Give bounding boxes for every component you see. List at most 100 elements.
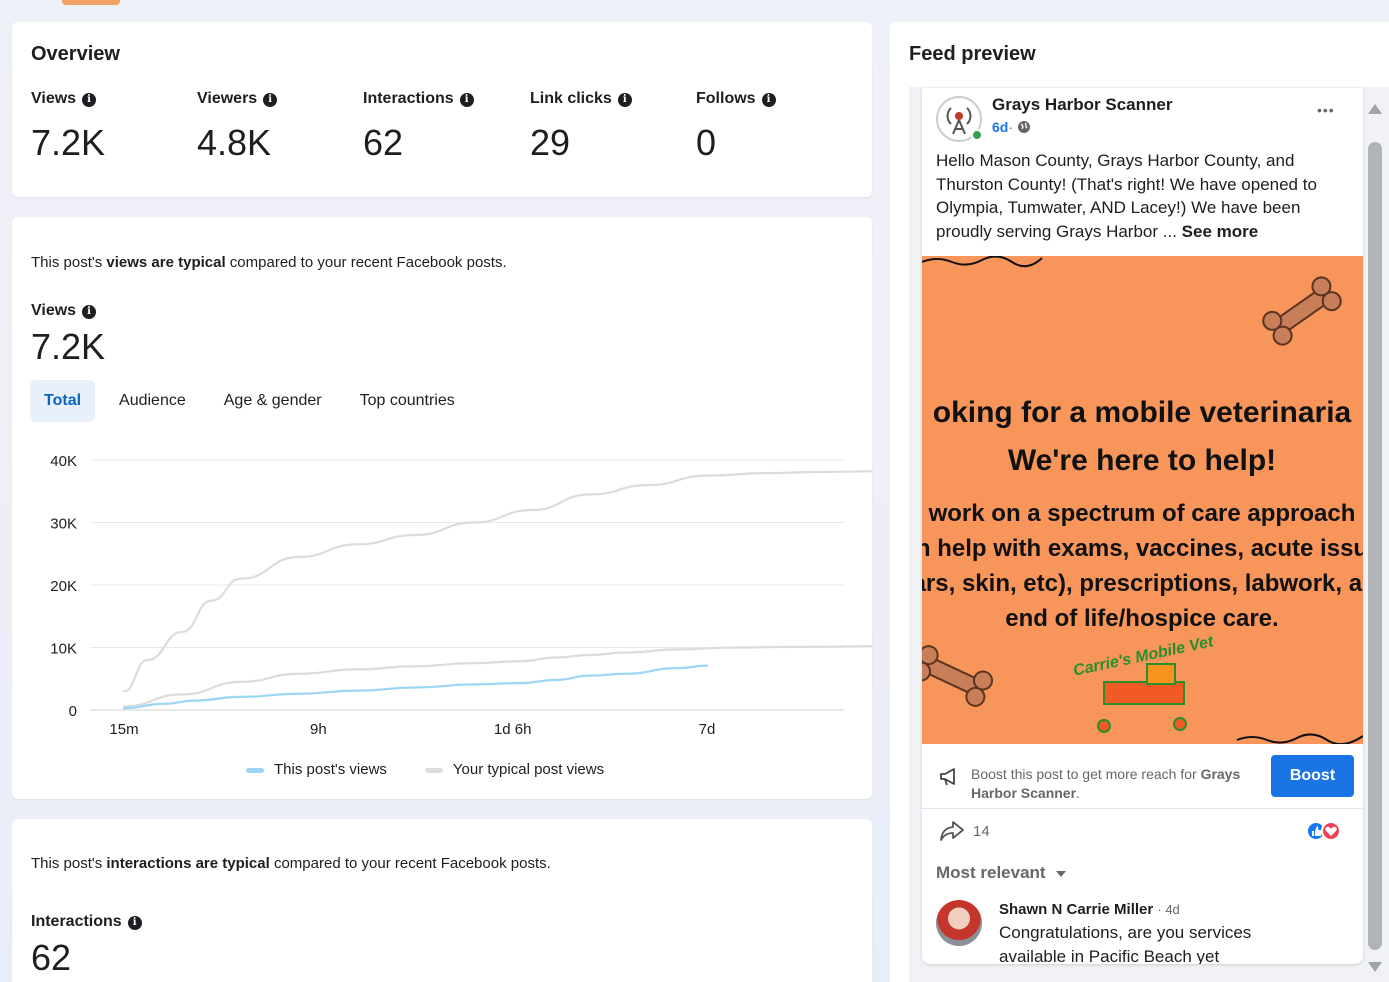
x-tick-label: 9h (310, 721, 327, 738)
views-line-chart: 40K 30K 20K 10K 0 15m 9h 1d 6h 7d (50, 453, 872, 738)
views-tabs: Total Audience Age & gender Top countrie… (30, 380, 479, 422)
y-tick-label: 30K (50, 516, 77, 533)
scroll-down-arrow-icon[interactable] (1368, 962, 1382, 972)
metric-label: Interactions (363, 90, 454, 107)
tab-age-gender[interactable]: Age & gender (223, 392, 322, 409)
thumbs-up-glyph (1312, 826, 1322, 836)
series-line-typical[interactable] (122, 645, 872, 708)
comment-sort-dropdown[interactable]: Most relevant (936, 863, 1067, 883)
radio-tower-icon (946, 107, 972, 135)
metric-follows: Follows i 0 (696, 90, 776, 164)
metric-value: 62 (363, 122, 404, 163)
metric-value: 4.8K (197, 122, 272, 163)
share-icon[interactable] (939, 819, 965, 843)
comparison-bold: interactions are typical (106, 855, 270, 872)
post-time[interactable]: 6d· (992, 119, 1031, 135)
series-line-typical[interactable] (122, 470, 872, 693)
scroll-up-arrow-icon[interactable] (1368, 104, 1382, 114)
image-line-5: ars, skin, etc), prescriptions, labwork,… (922, 570, 1363, 597)
metric-views: Views i 7.2K (31, 90, 105, 164)
legend-swatch (424, 767, 443, 773)
legend-item-this-post: This post's views (246, 761, 387, 778)
post-preview: Grays Harbor Scanner 6d· ••• Hello Mason… (922, 88, 1363, 964)
x-tick-label: 7d (699, 721, 716, 738)
image-line-4: n help with exams, vaccines, acute issu (922, 535, 1363, 562)
more-options-icon[interactable]: ••• (1317, 102, 1335, 118)
scroll-thumb[interactable] (1368, 142, 1382, 950)
views-label: Views i (31, 302, 97, 320)
separator-dot: · (1008, 119, 1014, 135)
metric-label: Link clicks (530, 90, 612, 107)
comment-author[interactable]: Shawn N Carrie Miller (999, 901, 1154, 918)
comparison-post: compared to your recent Facebook posts. (225, 254, 507, 271)
comment-text: Congratulations, are you services availa… (999, 923, 1252, 964)
sort-label: Most relevant (936, 863, 1046, 882)
top-strip-decoration (62, 0, 120, 5)
tab-total[interactable]: Total (30, 380, 96, 422)
boost-text-page: Grays Harbor Scanner (971, 766, 1241, 801)
info-icon[interactable]: i (82, 93, 97, 107)
info-icon[interactable]: i (263, 93, 278, 107)
megaphone-icon (940, 768, 955, 786)
share-count: 14 (973, 823, 990, 840)
legend-label: Your typical post views (452, 761, 605, 778)
image-line-3: work on a spectrum of care approach (928, 500, 1356, 527)
page-name[interactable]: Grays Harbor Scanner (992, 95, 1173, 114)
metric-label: Follows (696, 90, 756, 107)
views-card: This post's views are typical compared t… (12, 217, 872, 799)
chart-legend: This post's views Your typical post view… (246, 761, 604, 778)
views-comparison-text: This post's views are typical compared t… (31, 254, 507, 271)
image-line-6: end of life/hospice care. (1005, 605, 1279, 632)
info-icon[interactable]: i (82, 305, 97, 319)
x-tick-label: 1d 6h (494, 721, 532, 738)
legend-swatch (246, 767, 264, 773)
commenter-avatar[interactable] (936, 900, 982, 946)
metric-interactions: Interactions i 62 (363, 90, 474, 164)
love-reaction-icon[interactable] (1321, 821, 1341, 841)
boost-button[interactable]: Boost (1271, 755, 1354, 797)
bone-icon-bottom (922, 645, 993, 707)
legend-label: This post's views (274, 761, 387, 778)
info-icon[interactable]: i (127, 916, 142, 930)
post-image[interactable]: oking for a mobile veterinaria We're her… (922, 256, 1363, 744)
heart-glyph (1325, 826, 1337, 836)
label-text: Views (31, 302, 77, 319)
metric-value: 29 (530, 122, 571, 163)
vet-truck-icon (1097, 663, 1187, 733)
series-line-this-post[interactable] (122, 664, 709, 710)
bone-icon-top (1262, 276, 1342, 346)
globe-icon (1017, 121, 1030, 133)
y-tick-label: 20K (50, 578, 77, 595)
tab-audience[interactable]: Audience (119, 392, 186, 409)
metric-viewers: Viewers i 4.8K (197, 90, 278, 164)
comparison-bold: views are typical (106, 254, 226, 271)
info-icon[interactable]: i (617, 93, 632, 107)
y-tick-label: 10K (50, 641, 77, 658)
metric-label: Viewers (197, 90, 258, 107)
boost-text-post: . (1076, 785, 1080, 801)
info-icon[interactable]: i (459, 93, 474, 107)
online-status-dot (971, 129, 983, 141)
comparison-pre: This post's (31, 254, 107, 271)
see-more-link[interactable]: See more (1181, 221, 1259, 241)
post-time-text: 6d (992, 119, 1009, 135)
boost-text: Boost this post to get more reach for Gr… (971, 765, 1266, 803)
comparison-pre: This post's (31, 855, 107, 872)
metric-link-clicks: Link clicks i 29 (530, 90, 632, 164)
y-tick-label: 40K (50, 453, 77, 470)
comment-header: Shawn N Carrie Miller · 4d (999, 901, 1180, 918)
boost-text-pre: Boost this post to get more reach for (971, 766, 1201, 782)
feed-preview-title: Feed preview (909, 43, 1036, 65)
comment-time[interactable]: · 4d (1157, 902, 1180, 917)
overview-title: Overview (31, 43, 120, 65)
x-tick-label: 15m (109, 721, 138, 738)
label-text: Interactions (31, 913, 122, 930)
info-icon[interactable]: i (761, 93, 776, 107)
metric-value: 0 (696, 122, 717, 163)
feed-scrollbar[interactable] (1366, 100, 1384, 975)
image-line-1: oking for a mobile veterinaria (932, 396, 1352, 429)
metric-label: Views (31, 90, 77, 107)
tab-top-countries[interactable]: Top countries (359, 392, 455, 409)
chevron-down-icon (1056, 870, 1067, 877)
post-body: Hello Mason County, Grays Harbor County,… (936, 151, 1317, 241)
